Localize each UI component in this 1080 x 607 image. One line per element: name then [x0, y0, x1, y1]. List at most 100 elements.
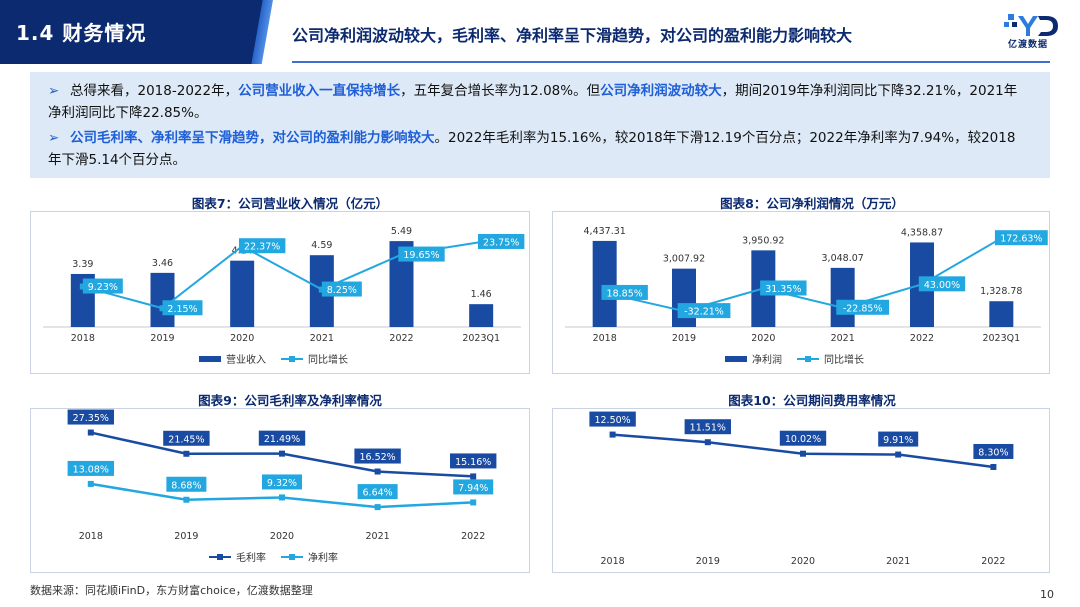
series-value-label: 21.45%: [168, 434, 204, 445]
x-tick-label: 2023Q1: [982, 333, 1020, 344]
x-tick-label: 2020: [270, 531, 294, 542]
series-value-label-bg: [779, 430, 827, 446]
x-tick-label: 2019: [696, 556, 720, 567]
growth-value-label-bg: [238, 238, 286, 254]
growth-value-label: 9.23%: [88, 282, 118, 293]
series-point: [609, 431, 616, 438]
bar: [469, 304, 494, 327]
series-value-label: 10.02%: [785, 434, 821, 445]
series-value-label: 6.64%: [363, 488, 393, 499]
growth-value-label-bg: [162, 300, 203, 316]
growth-point: [79, 283, 86, 290]
legend-label: 毛利率: [236, 551, 266, 564]
growth-value-label: 23.75%: [483, 237, 519, 248]
x-tick-label: 2020: [791, 556, 815, 567]
series-point: [895, 451, 902, 458]
series-value-label: 8.68%: [171, 480, 201, 491]
legend-swatch: [725, 356, 747, 362]
growth-value-label: 18.85%: [607, 288, 643, 299]
legend-label: 净利润: [752, 353, 782, 366]
series-value-label: 8.30%: [978, 447, 1008, 458]
logo-text: 亿渡数据: [1008, 40, 1049, 50]
series-point: [279, 494, 285, 501]
series-value-label-bg: [163, 430, 210, 446]
legend-marker: [289, 554, 295, 560]
x-tick-label: 2021: [886, 556, 910, 567]
series-value-label: 27.35%: [73, 413, 109, 424]
series-value-label: 7.94%: [458, 483, 488, 494]
x-tick-label: 2022: [981, 556, 1005, 567]
x-tick-label: 2019: [672, 333, 696, 344]
series-value-label-bg: [450, 453, 497, 469]
bullet-highlight: 公司营业收入一直保持增长: [238, 83, 401, 99]
bar-value-label: 5.49: [391, 226, 412, 237]
chart-title: 图表7：公司营业收入情况（亿元）: [191, 196, 389, 211]
growth-value-label-bg: [994, 230, 1048, 246]
bullet-text: 。2022年毛利率为15.16%，较2018年下滑12.19个百分点；2022年…: [48, 130, 1016, 168]
growth-value-label-bg: [82, 278, 123, 294]
page-number: 10: [1040, 588, 1054, 601]
growth-value-label-bg: [398, 246, 445, 262]
bar-value-label: 3.46: [152, 258, 173, 269]
bullet-text: ，五年复合增长率为12.08%。但: [400, 83, 601, 99]
bullet-arrow-icon: ➢: [48, 83, 60, 99]
header-banner: [0, 0, 268, 64]
series-point: [990, 463, 997, 470]
legend-marker: [805, 356, 811, 362]
summary-box: ➢ 总得来看，2018-2022年，公司营业收入一直保持增长，五年复合增长率为12…: [30, 72, 1050, 178]
x-tick-label: 2019: [174, 531, 198, 542]
growth-line: [604, 237, 1002, 313]
growth-value-label-bg: [321, 281, 362, 297]
series-value-label: 21.49%: [264, 434, 300, 445]
growth-value-label-bg: [918, 276, 966, 292]
series-point: [183, 450, 190, 457]
series-value-label: 16.52%: [359, 452, 395, 463]
series-point: [374, 468, 381, 475]
series-value-label-bg: [973, 443, 1014, 459]
x-tick-label: 2022: [389, 333, 413, 344]
yd-logo-icon: [1004, 14, 1058, 36]
series-value-label-bg: [354, 448, 401, 464]
series-point: [470, 499, 477, 506]
series-point: [183, 496, 190, 503]
data-source-note: 数据来源：同花顺iFinD，东方财富choice，亿渡数据整理: [30, 584, 313, 597]
legend-marker: [289, 356, 295, 362]
series-value-label-bg: [67, 460, 114, 476]
revenue-chart: 3.3920183.4620194.2420204.5920215.492022…: [43, 226, 525, 366]
bullet-highlight: 公司毛利率、净利率呈下滑趋势，对公司的盈利能力影响较大: [70, 130, 435, 146]
growth-value-label: 22.37%: [244, 242, 280, 253]
bar-value-label: 3,950.92: [742, 235, 784, 246]
bar-value-label: 4,358.87: [901, 227, 943, 238]
bar-value-label: 1.46: [471, 289, 492, 300]
series-point: [704, 439, 711, 446]
series-value-label-bg: [258, 430, 306, 446]
growth-value-label-bg: [477, 233, 525, 249]
chart-panel: 4,437.31 2018 3,007.92 2019 3,950.92 2020 3,04…: [552, 211, 1050, 374]
legend-label: 营业收入: [226, 353, 266, 366]
growth-value-label: 31.35%: [765, 284, 801, 295]
chart-panel: 3.3920183.4620194.2420204.5920215.492022…: [30, 211, 530, 374]
growth-value-label: 172.63%: [1000, 234, 1042, 245]
x-tick-label: 2022: [910, 333, 934, 344]
bar-value-label: 3,048.07: [822, 253, 864, 264]
expense-ratio-chart: 2018 2019 2020 2021 2022 12.50% 11.51% 10.02% 9.…: [589, 411, 1014, 567]
legend-label: 净利率: [308, 551, 338, 564]
growth-value-label: 19.65%: [403, 250, 439, 261]
chart-title: 图表10：公司期间费用率情况: [728, 393, 896, 408]
bullet-highlight: 公司净利润波动较大: [600, 83, 722, 99]
growth-value-label: 8.25%: [327, 285, 357, 296]
bullet-text: ，期间2019年净利润同比下降32.21%，2021年净利润同比下降22.85%…: [48, 83, 1018, 121]
chart-title: 图表8：公司净利润情况（万元）: [720, 196, 904, 211]
bar: [230, 260, 255, 327]
series-point: [470, 473, 477, 480]
bar-value-label: 4,437.31: [584, 226, 626, 237]
x-tick-label: 2018: [71, 333, 95, 344]
growth-value-label-bg: [601, 284, 648, 300]
legend-label: 同比增长: [824, 353, 864, 366]
series-value-label-bg: [589, 411, 636, 427]
legend-marker: [217, 554, 223, 560]
series-value-label-bg: [453, 479, 494, 495]
series-value-label-bg: [166, 476, 207, 492]
x-tick-label: 2020: [751, 333, 775, 344]
bar-value-label: 4.59: [311, 240, 332, 251]
